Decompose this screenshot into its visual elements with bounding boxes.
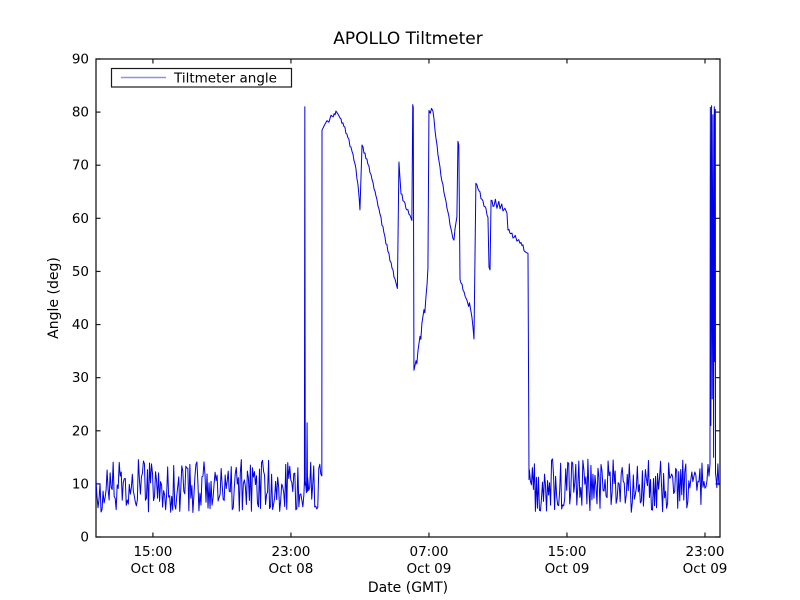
y-tick-label: 20 — [72, 423, 89, 439]
x-tick-label-date: Oct 08 — [131, 561, 176, 577]
y-tick-label: 90 — [72, 52, 89, 68]
y-tick-label: 40 — [72, 317, 89, 333]
legend: Tiltmeter angle — [110, 67, 293, 88]
x-tick-label-time: 23:00 — [271, 544, 310, 560]
y-tick-label: 60 — [72, 211, 89, 227]
x-tick-label-date: Oct 09 — [407, 561, 452, 577]
y-axis-label: Angle (deg) — [46, 257, 62, 339]
legend-label: Tiltmeter angle — [173, 71, 277, 87]
x-tick-label-time: 07:00 — [410, 544, 449, 560]
y-tick-label: 50 — [72, 264, 89, 280]
y-tick-label: 30 — [72, 370, 89, 386]
y-tick-label: 70 — [72, 158, 89, 174]
x-tick-label-time: 15:00 — [133, 544, 172, 560]
x-tick-label-date: Oct 09 — [683, 561, 728, 577]
y-tick-label: 10 — [72, 476, 89, 492]
y-tick-label: 0 — [80, 530, 89, 546]
x-tick-label-date: Oct 09 — [545, 561, 590, 577]
x-tick-label-time: 23:00 — [686, 544, 725, 560]
x-tick-label-time: 15:00 — [548, 544, 587, 560]
plot-border — [95, 58, 721, 538]
tiltmeter-angle-line — [95, 104, 720, 513]
x-axis-label: Date (GMT) — [368, 580, 448, 596]
axes-frame — [95, 58, 721, 538]
y-tick-label: 80 — [72, 105, 89, 121]
legend-box — [110, 67, 293, 88]
x-tick-label-date: Oct 08 — [269, 561, 314, 577]
chart-title: APOLLO Tiltmeter — [333, 29, 483, 49]
